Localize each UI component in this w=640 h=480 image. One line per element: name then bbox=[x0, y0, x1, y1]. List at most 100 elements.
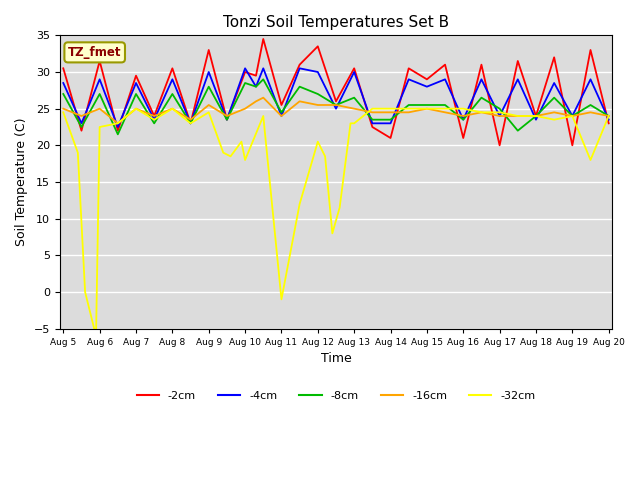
-32cm bbox=[241, 157, 249, 163]
-16cm bbox=[605, 113, 612, 119]
-32cm bbox=[405, 106, 413, 111]
-2cm bbox=[550, 54, 558, 60]
-4cm bbox=[568, 113, 576, 119]
-2cm bbox=[168, 65, 176, 71]
-8cm bbox=[568, 113, 576, 119]
-8cm bbox=[423, 102, 431, 108]
-32cm bbox=[605, 113, 612, 119]
-8cm bbox=[259, 76, 267, 82]
-32cm bbox=[278, 297, 285, 302]
-32cm bbox=[74, 150, 82, 156]
Legend: -2cm, -4cm, -8cm, -16cm, -32cm: -2cm, -4cm, -8cm, -16cm, -32cm bbox=[132, 386, 540, 405]
-8cm bbox=[96, 91, 104, 97]
-32cm bbox=[328, 230, 336, 236]
-32cm bbox=[92, 333, 100, 339]
-16cm bbox=[332, 102, 340, 108]
-8cm bbox=[477, 95, 485, 100]
-8cm bbox=[550, 95, 558, 100]
-32cm bbox=[532, 113, 540, 119]
-32cm bbox=[81, 289, 89, 295]
-32cm bbox=[60, 109, 67, 115]
-4cm bbox=[514, 76, 522, 82]
-16cm bbox=[114, 120, 122, 126]
-8cm bbox=[132, 91, 140, 97]
-2cm bbox=[387, 135, 394, 141]
-2cm bbox=[252, 73, 260, 79]
-2cm bbox=[187, 120, 195, 126]
-16cm bbox=[278, 113, 285, 119]
-8cm bbox=[332, 102, 340, 108]
-16cm bbox=[387, 109, 394, 115]
-2cm bbox=[605, 120, 612, 126]
-32cm bbox=[314, 139, 322, 144]
-8cm bbox=[150, 120, 158, 126]
-4cm bbox=[605, 117, 612, 122]
-4cm bbox=[423, 84, 431, 90]
-32cm bbox=[441, 106, 449, 111]
-32cm bbox=[369, 106, 376, 111]
-2cm bbox=[514, 58, 522, 64]
-16cm bbox=[441, 109, 449, 115]
Y-axis label: Soil Temperature (C): Soil Temperature (C) bbox=[15, 118, 28, 246]
-16cm bbox=[187, 117, 195, 122]
-4cm bbox=[496, 113, 504, 119]
-16cm bbox=[496, 113, 504, 119]
-2cm bbox=[532, 113, 540, 119]
-32cm bbox=[114, 120, 122, 126]
Line: -8cm: -8cm bbox=[63, 79, 609, 134]
-32cm bbox=[150, 117, 158, 122]
-32cm bbox=[321, 154, 329, 159]
-8cm bbox=[532, 113, 540, 119]
-32cm bbox=[227, 154, 234, 159]
-16cm bbox=[132, 106, 140, 111]
-4cm bbox=[252, 84, 260, 90]
-32cm bbox=[336, 205, 344, 211]
-8cm bbox=[60, 91, 67, 97]
-4cm bbox=[278, 113, 285, 119]
X-axis label: Time: Time bbox=[321, 352, 351, 365]
-2cm bbox=[132, 73, 140, 79]
-8cm bbox=[241, 80, 249, 86]
-16cm bbox=[460, 113, 467, 119]
-2cm bbox=[96, 58, 104, 64]
-4cm bbox=[441, 76, 449, 82]
-2cm bbox=[332, 98, 340, 104]
-4cm bbox=[205, 69, 212, 75]
-16cm bbox=[369, 109, 376, 115]
-32cm bbox=[514, 113, 522, 119]
-2cm bbox=[150, 113, 158, 119]
-16cm bbox=[60, 106, 67, 111]
Line: -16cm: -16cm bbox=[63, 97, 609, 123]
Title: Tonzi Soil Temperatures Set B: Tonzi Soil Temperatures Set B bbox=[223, 15, 449, 30]
-16cm bbox=[205, 102, 212, 108]
-16cm bbox=[77, 113, 85, 119]
-8cm bbox=[278, 109, 285, 115]
-16cm bbox=[168, 106, 176, 111]
-2cm bbox=[296, 62, 303, 68]
-4cm bbox=[587, 76, 595, 82]
-4cm bbox=[223, 117, 231, 122]
-16cm bbox=[96, 106, 104, 111]
-16cm bbox=[252, 98, 260, 104]
-4cm bbox=[387, 120, 394, 126]
-4cm bbox=[314, 69, 322, 75]
-32cm bbox=[259, 113, 267, 119]
-2cm bbox=[460, 135, 467, 141]
-2cm bbox=[278, 102, 285, 108]
-2cm bbox=[314, 44, 322, 49]
-32cm bbox=[205, 109, 212, 115]
-2cm bbox=[241, 69, 249, 75]
-16cm bbox=[241, 106, 249, 111]
-8cm bbox=[205, 84, 212, 90]
-4cm bbox=[550, 80, 558, 86]
-8cm bbox=[514, 128, 522, 133]
-4cm bbox=[187, 120, 195, 126]
-32cm bbox=[496, 109, 504, 115]
-4cm bbox=[96, 76, 104, 82]
Line: -4cm: -4cm bbox=[63, 68, 609, 127]
-32cm bbox=[168, 106, 176, 111]
-32cm bbox=[187, 120, 195, 126]
-16cm bbox=[296, 98, 303, 104]
-8cm bbox=[369, 117, 376, 122]
-8cm bbox=[387, 117, 394, 122]
